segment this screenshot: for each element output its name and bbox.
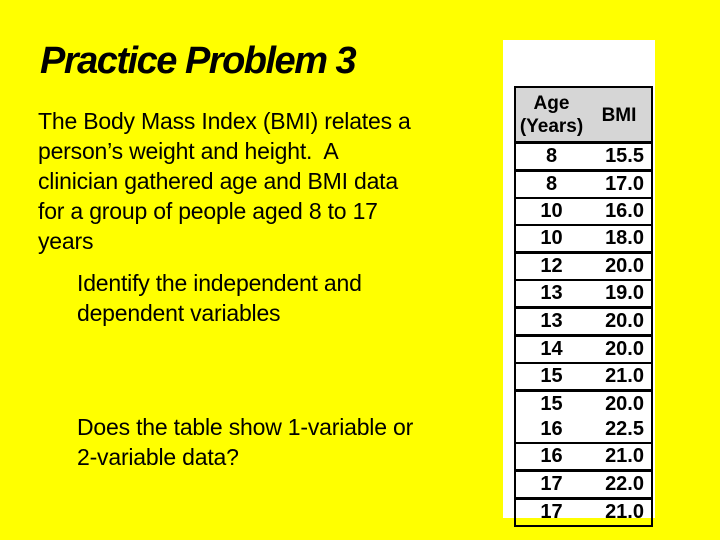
bmi-cell: 20.0	[605, 310, 644, 332]
bmi-cell: 20.0	[605, 255, 644, 277]
bmi-cell: 22.0	[605, 473, 644, 495]
bmi-cell: 18.0	[605, 227, 644, 249]
table-row: 17 22.0	[515, 470, 652, 499]
age-cell: 10	[540, 227, 563, 249]
page-title: Practice Problem 3	[40, 40, 357, 82]
age-cell: 16	[540, 445, 563, 467]
table-row: 16 21.0	[515, 443, 652, 471]
body-paragraph-intro: The Body Mass Index (BMI) relates a pers…	[38, 106, 411, 256]
table-row: 15 20.0	[515, 390, 652, 418]
text-line: The Body Mass Index (BMI) relates a	[38, 108, 411, 134]
bmi-cell: 21.0	[605, 365, 644, 387]
table-row: 15 21.0	[515, 363, 652, 391]
text-line: years	[38, 228, 94, 254]
bmi-cell: 20.0	[605, 393, 644, 415]
bmi-cell: 16.0	[605, 200, 644, 222]
age-cell: 15	[540, 393, 563, 415]
table-row: 17 21.0	[515, 498, 652, 527]
bmi-cell: 20.0	[605, 338, 644, 360]
text-line: Does the table show 1-variable or	[77, 414, 414, 440]
age-cell: 16	[540, 418, 563, 440]
age-cell: 17	[540, 501, 563, 523]
table-row: 13 20.0	[515, 307, 652, 336]
table-row: 8 17.0	[515, 170, 652, 199]
body-paragraph-table-question: Does the table show 1-variable or 2-vari…	[77, 412, 413, 472]
text-line: person’s weight and height. A	[38, 138, 339, 164]
age-header-line2: (Years)	[519, 116, 584, 137]
table-header-row: Age (Years) BMI	[515, 87, 652, 144]
body-paragraph-identify-variables: Identify the independent and dependent v…	[77, 268, 362, 328]
age-cell: 13	[540, 310, 563, 332]
text-line: for a group of people aged 8 to 17	[38, 198, 378, 224]
text-line: dependent variables	[77, 300, 281, 326]
age-cell: 17	[540, 473, 563, 495]
bmi-cell: 21.0	[605, 445, 644, 467]
table-panel: Age (Years) BMI 8 15.5 8 17.0 10 16.0	[503, 40, 655, 527]
text-line: Identify the independent and	[77, 270, 362, 296]
age-cell: 10	[540, 200, 563, 222]
bmi-header-cell: BMI	[587, 87, 652, 144]
age-cell: 12	[540, 255, 563, 277]
table-row: 12 20.0	[515, 252, 652, 281]
age-cell: 13	[540, 282, 563, 304]
table-row: 14 20.0	[515, 335, 652, 364]
table-row: 16 22.5	[515, 417, 652, 443]
bmi-cell: 17.0	[605, 173, 644, 195]
age-header-line1: Age	[533, 93, 570, 114]
table-row: 10 16.0	[515, 198, 652, 225]
text-line: clinician gathered age and BMI data	[38, 168, 398, 194]
age-cell: 15	[540, 365, 563, 387]
bmi-cell: 15.5	[605, 145, 644, 167]
bmi-cell: 21.0	[605, 501, 644, 523]
age-cell: 8	[545, 145, 558, 167]
text-line: 2-variable data?	[77, 444, 239, 470]
age-header-cell: Age (Years)	[515, 87, 587, 144]
table-row: 13 19.0	[515, 280, 652, 308]
age-cell: 8	[545, 173, 558, 195]
bmi-cell: 19.0	[605, 282, 644, 304]
table-row: 8 15.5	[515, 143, 652, 171]
table-row: 10 18.0	[515, 225, 652, 253]
age-cell: 14	[540, 338, 563, 360]
bmi-cell: 22.5	[605, 418, 644, 440]
age-bmi-data-table: Age (Years) BMI 8 15.5 8 17.0 10 16.0	[514, 86, 653, 527]
